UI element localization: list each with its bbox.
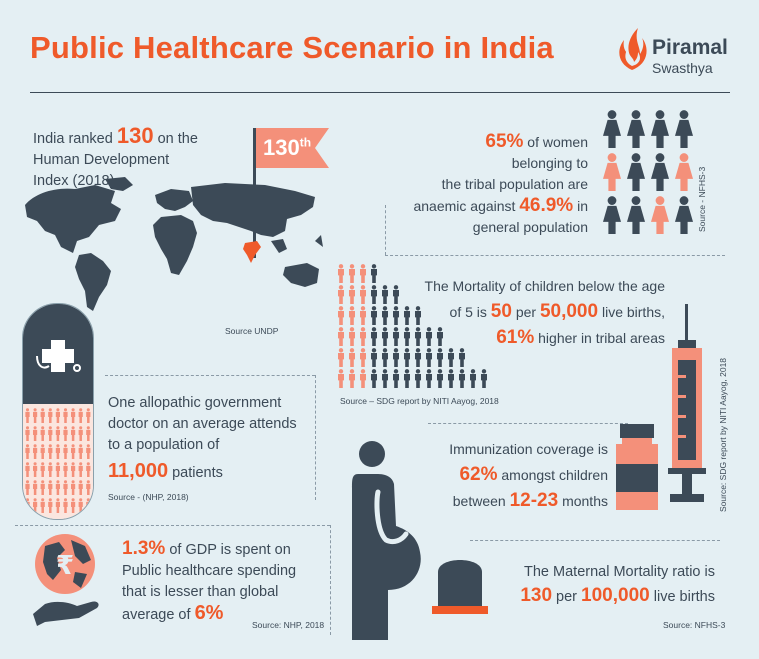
hdi-line2: Human Development	[33, 152, 170, 168]
svg-text:₹: ₹	[56, 551, 74, 581]
logo-sub: Swasthya	[652, 60, 713, 76]
women-icon-grid	[600, 108, 700, 238]
anaemia-pct-tribal: 65%	[485, 131, 524, 152]
world-map-icon	[25, 177, 323, 311]
syringe-icon	[668, 304, 706, 502]
maternal-n2: 100,000	[581, 585, 650, 606]
mortality-n1: 50	[490, 301, 512, 322]
divider-2	[105, 375, 315, 376]
person-icon	[338, 264, 487, 388]
pregnant-woman-icon	[352, 441, 421, 640]
mortality-source: Source – SDG report by NITI Aayog, 2018	[340, 396, 499, 406]
divider-4b	[330, 525, 331, 635]
children-icon-grid	[336, 262, 506, 392]
divider-1b	[385, 205, 386, 255]
anaemia-source: Source - NFHS-3	[697, 166, 707, 232]
maternal-text: The Maternal Mortality ratio is 130 per …	[520, 564, 715, 606]
hdi-text: India ranked 130 on the Human Developmen…	[33, 125, 223, 192]
logo: Piramal Swasthya	[612, 26, 752, 76]
doctor-text: One allopathic government doctor on an a…	[108, 395, 297, 482]
medical-cross-icon	[36, 340, 81, 372]
title-divider	[30, 92, 730, 93]
vaccine-vial-icon	[616, 424, 658, 510]
maternal-n1: 130	[520, 585, 553, 606]
immunization-pct: 62%	[459, 464, 498, 485]
capsule-icon	[22, 303, 94, 520]
divider-2b	[315, 375, 316, 500]
gdp-text: 1.3% of GDP is spent on Public healthcar…	[122, 538, 297, 624]
hdi-source: Source UNDP	[225, 326, 279, 336]
anaemia-pct-general: 46.9%	[519, 195, 574, 216]
divider-4	[15, 525, 330, 526]
flag-label: 130th	[263, 135, 312, 160]
flame-logo-icon	[619, 28, 647, 70]
divider-3	[428, 423, 628, 424]
maternal-source: Source: NFHS-3	[663, 620, 726, 630]
immunization-text: Immunization coverage is 62% amongst chi…	[449, 441, 608, 511]
mortality-pct: 61%	[496, 327, 535, 348]
tombstone-icon	[432, 560, 488, 614]
doctor-source: Source - (NHP, 2018)	[108, 492, 189, 502]
divider-5	[470, 540, 720, 541]
person-icon	[603, 110, 693, 234]
page-title: Public Healthcare Scenario in India	[30, 30, 554, 65]
divider-1	[385, 255, 725, 256]
hdi-line3: Index (2018)	[33, 173, 115, 189]
gdp-pct: 1.3%	[122, 538, 166, 559]
hdi-pre: India ranked	[33, 131, 117, 147]
mortality-text: The Mortality of children below the age …	[424, 278, 665, 348]
immunization-range: 12-23	[509, 490, 559, 511]
hdi-post: on the	[153, 131, 198, 147]
mortality-n2: 50,000	[539, 301, 599, 322]
person-icon	[25, 408, 91, 513]
logo-brand: Piramal	[652, 36, 728, 59]
doctor-population: 11,000	[108, 460, 169, 482]
hdi-rank: 130	[116, 123, 154, 148]
anaemia-text: 65% of women belonging to the tribal pop…	[413, 131, 588, 235]
gdp-source: Source: NHP, 2018	[252, 620, 325, 630]
gdp-global-pct: 6%	[194, 602, 224, 624]
globe-money-icon: ₹	[33, 534, 99, 626]
immunization-source: Source: SDG report by NITI Aayog, 2018	[718, 357, 728, 512]
